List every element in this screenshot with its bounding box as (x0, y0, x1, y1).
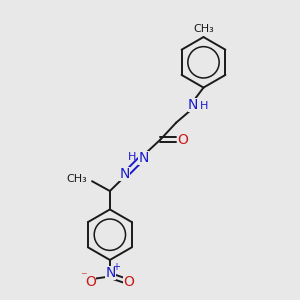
Text: CH₃: CH₃ (193, 24, 214, 34)
Text: CH₃: CH₃ (67, 174, 88, 184)
Text: N: N (188, 98, 198, 112)
Text: N: N (105, 266, 116, 280)
Text: H: H (128, 152, 136, 162)
Text: O: O (124, 275, 134, 289)
Text: O: O (177, 133, 188, 147)
Text: H: H (200, 101, 208, 111)
Text: +: + (112, 262, 120, 272)
Text: N: N (119, 167, 130, 182)
Text: O: O (85, 275, 96, 289)
Text: ⁻: ⁻ (80, 270, 86, 283)
Text: N: N (138, 151, 148, 165)
